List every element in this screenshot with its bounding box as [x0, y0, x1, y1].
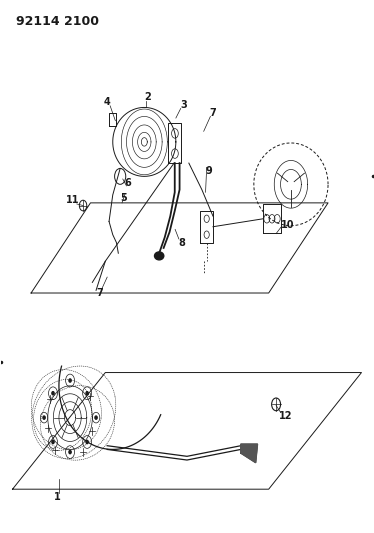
Text: 10: 10: [280, 220, 294, 230]
Text: 8: 8: [178, 238, 185, 248]
Polygon shape: [241, 444, 258, 463]
Ellipse shape: [154, 252, 164, 260]
Circle shape: [52, 440, 54, 443]
Text: 4: 4: [104, 97, 111, 107]
Text: 9: 9: [206, 166, 213, 176]
Circle shape: [86, 392, 88, 395]
Text: 92114 2100: 92114 2100: [16, 14, 99, 28]
Text: 7: 7: [209, 108, 217, 118]
Text: 1: 1: [54, 492, 61, 502]
Circle shape: [69, 379, 71, 382]
Text: 6: 6: [124, 177, 131, 188]
Text: 12: 12: [279, 411, 292, 421]
Circle shape: [86, 440, 88, 443]
Text: 11: 11: [66, 195, 80, 205]
Circle shape: [52, 392, 54, 395]
Text: 3: 3: [180, 100, 187, 110]
Circle shape: [43, 416, 45, 419]
Text: 7: 7: [96, 288, 103, 298]
Circle shape: [69, 450, 71, 454]
Text: 2: 2: [145, 92, 151, 102]
Circle shape: [95, 416, 97, 419]
Text: 5: 5: [120, 192, 127, 203]
